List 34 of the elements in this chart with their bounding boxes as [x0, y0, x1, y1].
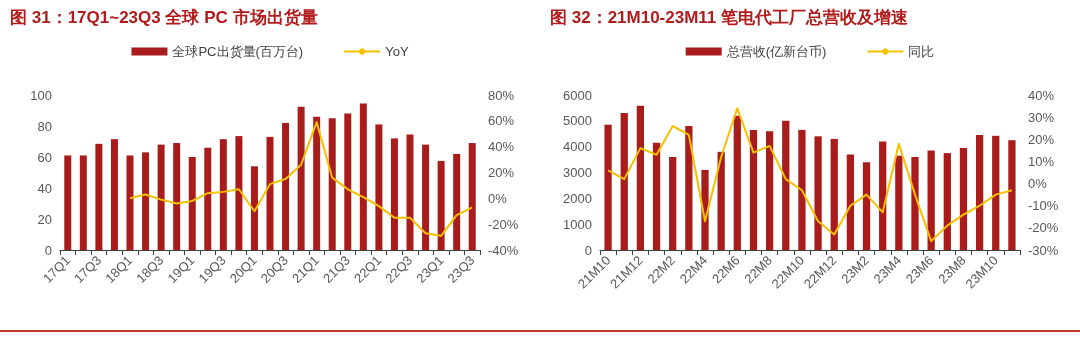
y-tick-label: 6000 — [563, 87, 592, 103]
y-tick-label: 60 — [37, 149, 52, 165]
y-tick-label: 100 — [30, 87, 52, 103]
chart-title: 图 32：21M10-23M11 笔电代工厂总营收及增速 — [550, 8, 909, 27]
y-tick-label: 0 — [44, 242, 52, 258]
y2-tick-label: 80% — [488, 87, 515, 103]
y-tick-label: 3000 — [563, 165, 592, 180]
legend-label: 同比 — [908, 44, 935, 59]
y-tick-label: 2000 — [563, 190, 592, 206]
chart-title: 图 31：17Q1~23Q3 全球 PC 市场出货量 — [10, 8, 318, 27]
y2-tick-label: -40% — [488, 242, 519, 258]
y-tick-label: 80 — [37, 118, 52, 134]
y2-tick-label: 40% — [488, 139, 515, 155]
y2-tick-label: 0% — [1028, 176, 1048, 192]
y2-tick-label: -20% — [488, 216, 519, 232]
y2-tick-label: -20% — [1028, 220, 1059, 236]
y-tick-label: 40 — [37, 180, 52, 196]
legend-label: 总营收(亿新台币) — [725, 44, 827, 59]
legend-label: YoY — [385, 44, 409, 59]
y-tick-label: 20 — [37, 211, 52, 227]
y2-tick-label: 60% — [488, 113, 515, 129]
legend-label: 全球PC出货量(百万台) — [172, 44, 304, 59]
y-tick-label: 5000 — [563, 113, 592, 129]
y2-tick-label: 30% — [1028, 109, 1055, 125]
y2-tick-label: 20% — [488, 165, 515, 180]
y2-tick-label: -10% — [1028, 198, 1059, 214]
y-tick-label: 0 — [584, 242, 592, 258]
y2-tick-label: -30% — [1028, 242, 1059, 258]
y-tick-label: 4000 — [563, 139, 592, 155]
y2-tick-label: 0% — [488, 190, 508, 206]
y-tick-label: 1000 — [563, 216, 592, 232]
y2-tick-label: 40% — [1028, 87, 1055, 103]
y2-tick-label: 20% — [1028, 131, 1055, 147]
y2-tick-label: 10% — [1028, 153, 1055, 169]
